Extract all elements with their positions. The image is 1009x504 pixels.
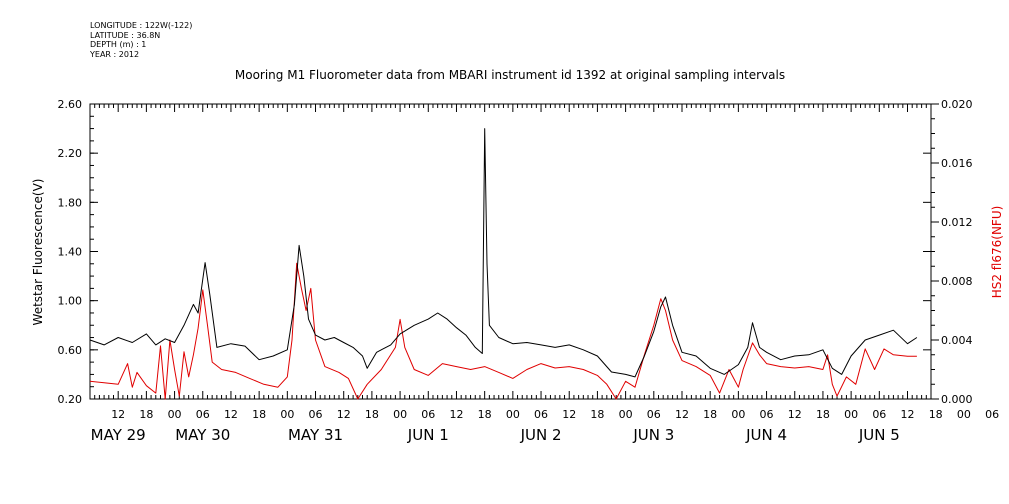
- x-tick-label: 06: [421, 408, 435, 421]
- y2-tick-label: 0.012: [941, 216, 973, 229]
- x-tick-label: 18: [929, 408, 943, 421]
- x-date-label: MAY 29: [91, 426, 146, 444]
- x-date-label: JUN 1: [407, 426, 449, 444]
- x-tick-label: 00: [506, 408, 520, 421]
- x-tick-label: 00: [844, 408, 858, 421]
- x-tick-label: 12: [562, 408, 576, 421]
- x-tick-label: 06: [309, 408, 323, 421]
- x-tick-label: 00: [957, 408, 971, 421]
- x-tick-label: 00: [393, 408, 407, 421]
- x-tick-label: 12: [449, 408, 463, 421]
- y-tick-label: 2.20: [58, 147, 83, 160]
- x-tick-label: 18: [478, 408, 492, 421]
- x-tick-label: 06: [647, 408, 661, 421]
- y-tick-label: 0.60: [58, 344, 83, 357]
- y-tick-label: 0.20: [58, 393, 83, 406]
- y-axis-label: Wetstar Fluorescence(V): [31, 179, 45, 326]
- x-tick-label: 18: [816, 408, 830, 421]
- y2-tick-label: 0.000: [941, 393, 973, 406]
- y2-axis-label: HS2 fl676(NFU): [990, 206, 1004, 299]
- x-tick-label: 12: [901, 408, 915, 421]
- y-tick-label: 1.00: [58, 295, 83, 308]
- x-tick-label: 06: [985, 408, 999, 421]
- x-date-label: MAY 31: [288, 426, 343, 444]
- x-tick-label: 12: [224, 408, 238, 421]
- x-tick-label: 18: [365, 408, 379, 421]
- x-date-label: MAY 30: [175, 426, 230, 444]
- x-tick-label: 18: [703, 408, 717, 421]
- chart-title: Mooring M1 Fluorometer data from MBARI i…: [234, 68, 786, 82]
- y2-tick-label: 0.004: [941, 334, 973, 347]
- y2-tick-label: 0.020: [941, 98, 973, 111]
- x-tick-label: 18: [139, 408, 153, 421]
- y-tick-label: 1.80: [58, 196, 83, 209]
- x-date-label: JUN 2: [520, 426, 562, 444]
- x-tick-label: 00: [731, 408, 745, 421]
- x-date-label: JUN 4: [745, 426, 787, 444]
- meta-depth: DEPTH (m) : 1: [90, 40, 147, 49]
- x-tick-label: 12: [788, 408, 802, 421]
- meta-longitude: LONGITUDE : 122W(-122): [90, 21, 193, 30]
- x-date-label: JUN 5: [858, 426, 900, 444]
- y-tick-label: 2.60: [58, 98, 83, 111]
- x-date-label: JUN 3: [632, 426, 674, 444]
- x-tick-label: 06: [760, 408, 774, 421]
- y2-tick-label: 0.016: [941, 157, 973, 170]
- x-tick-label: 06: [534, 408, 548, 421]
- x-tick-label: 18: [590, 408, 604, 421]
- x-tick-label: 00: [619, 408, 633, 421]
- x-tick-label: 18: [252, 408, 266, 421]
- x-tick-label: 12: [111, 408, 125, 421]
- meta-latitude: LATITUDE : 36.8N: [90, 30, 161, 40]
- x-tick-label: 06: [872, 408, 886, 421]
- x-tick-label: 00: [168, 408, 182, 421]
- y2-tick-label: 0.008: [941, 275, 973, 288]
- wetstar-fluorescence-series-line: [89, 128, 918, 378]
- meta-year: YEAR : 2012: [90, 49, 140, 59]
- x-tick-label: 06: [196, 408, 210, 421]
- x-tick-label: 12: [337, 408, 351, 421]
- y-tick-label: 1.40: [58, 246, 83, 259]
- metadata-block: LONGITUDE : 122W(-122) LATITUDE : 36.8N …: [90, 21, 192, 59]
- x-tick-label: 12: [675, 408, 689, 421]
- x-tick-label: 00: [280, 408, 294, 421]
- hs2-fl676-series-line: [89, 262, 917, 400]
